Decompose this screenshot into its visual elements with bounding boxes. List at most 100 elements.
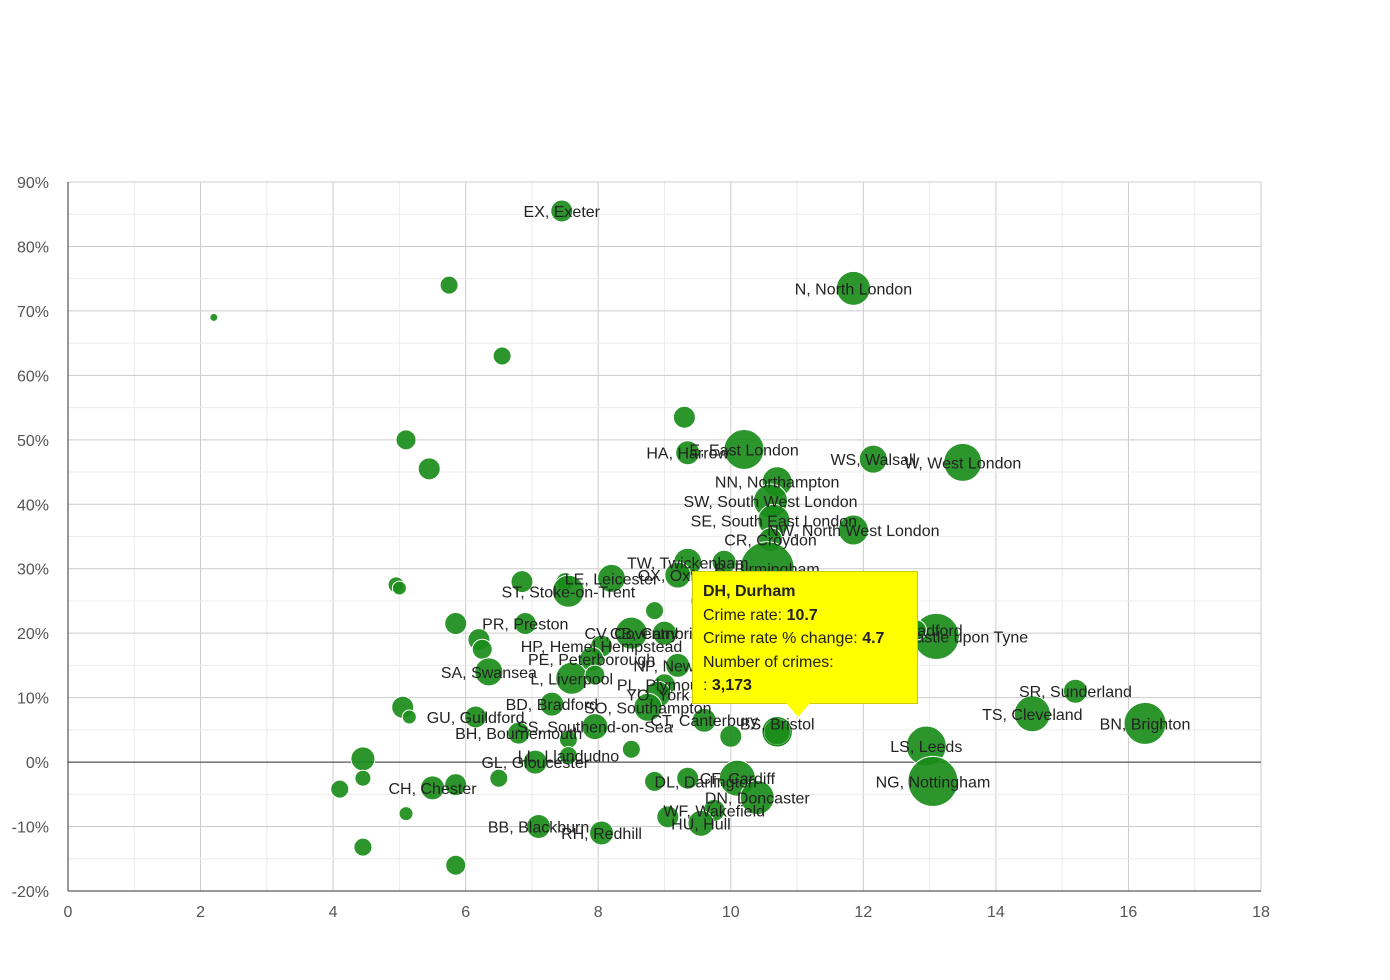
bubble-point: [551, 574, 585, 608]
y-tick-label: 80%: [17, 239, 49, 256]
point-label: LS, Leeds: [890, 739, 962, 756]
tooltip-crime-rate-label: Crime rate:: [703, 606, 783, 624]
point-label: CH, Chester: [389, 781, 478, 798]
bubble-point: [589, 820, 615, 846]
bubble-point: [510, 570, 534, 594]
point-label: E, East London: [689, 442, 798, 459]
x-tick-label: 0: [64, 904, 73, 921]
bubble-point: [723, 428, 765, 470]
bubble-point: [676, 766, 700, 790]
point-label: NW, North West London: [767, 523, 939, 540]
x-tick-label: 14: [987, 904, 1005, 921]
point-label: BS, Bristol: [740, 716, 815, 733]
bubble-point: [401, 709, 417, 725]
tooltip-title: DH, Durham: [703, 583, 796, 600]
bubble-point: [581, 713, 609, 741]
bubble-point: [835, 270, 871, 306]
tooltip-tail: [786, 703, 810, 717]
point-label: CR, Croydon: [724, 533, 816, 550]
bubbles: [209, 199, 1167, 876]
point-label: LE, Leicester: [565, 571, 659, 588]
bubble-point: [522, 749, 548, 775]
bubble-point: [444, 773, 468, 797]
bubble-point: [391, 580, 407, 596]
bubble-point: [943, 442, 983, 482]
x-tick-label: 6: [461, 904, 470, 921]
bubble-point: [1013, 695, 1051, 733]
bubble-point: [687, 809, 715, 837]
x-tick-label: 4: [329, 904, 338, 921]
bubble-point: [672, 405, 696, 429]
tooltip-crime-rate-value: 10.7: [786, 606, 818, 624]
bubble-point: [471, 638, 493, 660]
bubble-point: [513, 612, 537, 636]
tooltip: DH, Durham Crime rate: 10.7 Crime rate %…: [692, 571, 918, 704]
point-label: HU, Hull: [671, 816, 731, 833]
point-label: HP, Hemel Hempstead: [521, 639, 683, 656]
tooltip-count-prefix: :: [703, 677, 708, 694]
bubble-point: [420, 775, 446, 801]
point-label: PE, Peterborough: [528, 652, 655, 669]
x-tick-label: 2: [196, 904, 205, 921]
point-label: DL, Darlington: [655, 774, 757, 791]
y-tick-label: 90%: [17, 175, 49, 192]
y-tick-label: 0%: [26, 755, 49, 772]
point-label: CF, Cardiff: [700, 771, 776, 788]
x-tick-label: 16: [1120, 904, 1138, 921]
point-label: BB, Blackburn: [488, 820, 589, 837]
point-label: SW, South West London: [684, 494, 858, 511]
point-label: GU, Guildford: [427, 710, 525, 727]
point-label: SS, Southend-on-Sea: [517, 720, 673, 737]
bubble-point: [644, 770, 666, 792]
bubble-point: [445, 854, 467, 876]
bubble-point: [645, 601, 665, 621]
bubble-point: [665, 652, 691, 678]
bubble-point: [489, 768, 509, 788]
tooltip-count-value: 3,173: [711, 677, 752, 694]
point-label: WF, Wakefield: [663, 803, 765, 820]
point-label: RH, Redhill: [561, 826, 642, 843]
bubble-point: [656, 805, 680, 829]
bubble-point: [621, 739, 641, 759]
y-tick-label: 30%: [17, 562, 49, 579]
bubble-point: [464, 705, 488, 729]
point-label: TS, Cleveland: [982, 707, 1083, 724]
point-label: SO, Southampton: [584, 700, 711, 717]
point-label: N, North London: [795, 281, 912, 298]
tooltip-count: : 3,173: [703, 674, 907, 698]
point-label: PL, Plymouth: [617, 678, 712, 695]
tooltip-change-label: Crime rate % change:: [703, 630, 858, 647]
point-label: DN, Doncaster: [705, 791, 811, 808]
point-label: BD, Bradford: [506, 697, 598, 714]
bubble-point: [539, 691, 565, 717]
y-tick-label: -20%: [12, 884, 49, 901]
y-tick-label: 40%: [17, 497, 49, 514]
bubble-point: [507, 721, 531, 745]
highlight-ring: [762, 717, 792, 747]
bubble-point: [614, 616, 648, 650]
tooltip-change-value: 4.7: [862, 630, 885, 647]
bubble-point: [584, 664, 606, 686]
y-tick-label: -10%: [12, 820, 49, 837]
point-label: HA, Harrow: [646, 446, 729, 463]
point-label: CT, Canterbury: [650, 713, 758, 730]
x-tick-label: 18: [1252, 904, 1270, 921]
point-label: BH, Bournemouth: [455, 726, 582, 743]
tooltip-count-label: Number of crimes:: [703, 653, 834, 671]
tooltip-crime-rate: Crime rate: 10.7: [703, 604, 907, 628]
point-label: SR, Sunderland: [1019, 684, 1132, 701]
point-label: WS, Walsall: [830, 452, 916, 469]
point-label: GL, Gloucester: [481, 755, 589, 772]
point-label: NN, Northampton: [715, 475, 840, 492]
bubble-point: [558, 746, 578, 766]
bubble-point: [526, 814, 552, 840]
bubble-point: [907, 755, 959, 807]
point-label: BN, Brighton: [1100, 716, 1191, 733]
bubble-point: [596, 563, 626, 593]
bubble-point: [1062, 678, 1088, 704]
bubble-point: [492, 346, 512, 366]
y-tick-label: 50%: [17, 433, 49, 450]
bubble-point: [633, 692, 663, 722]
